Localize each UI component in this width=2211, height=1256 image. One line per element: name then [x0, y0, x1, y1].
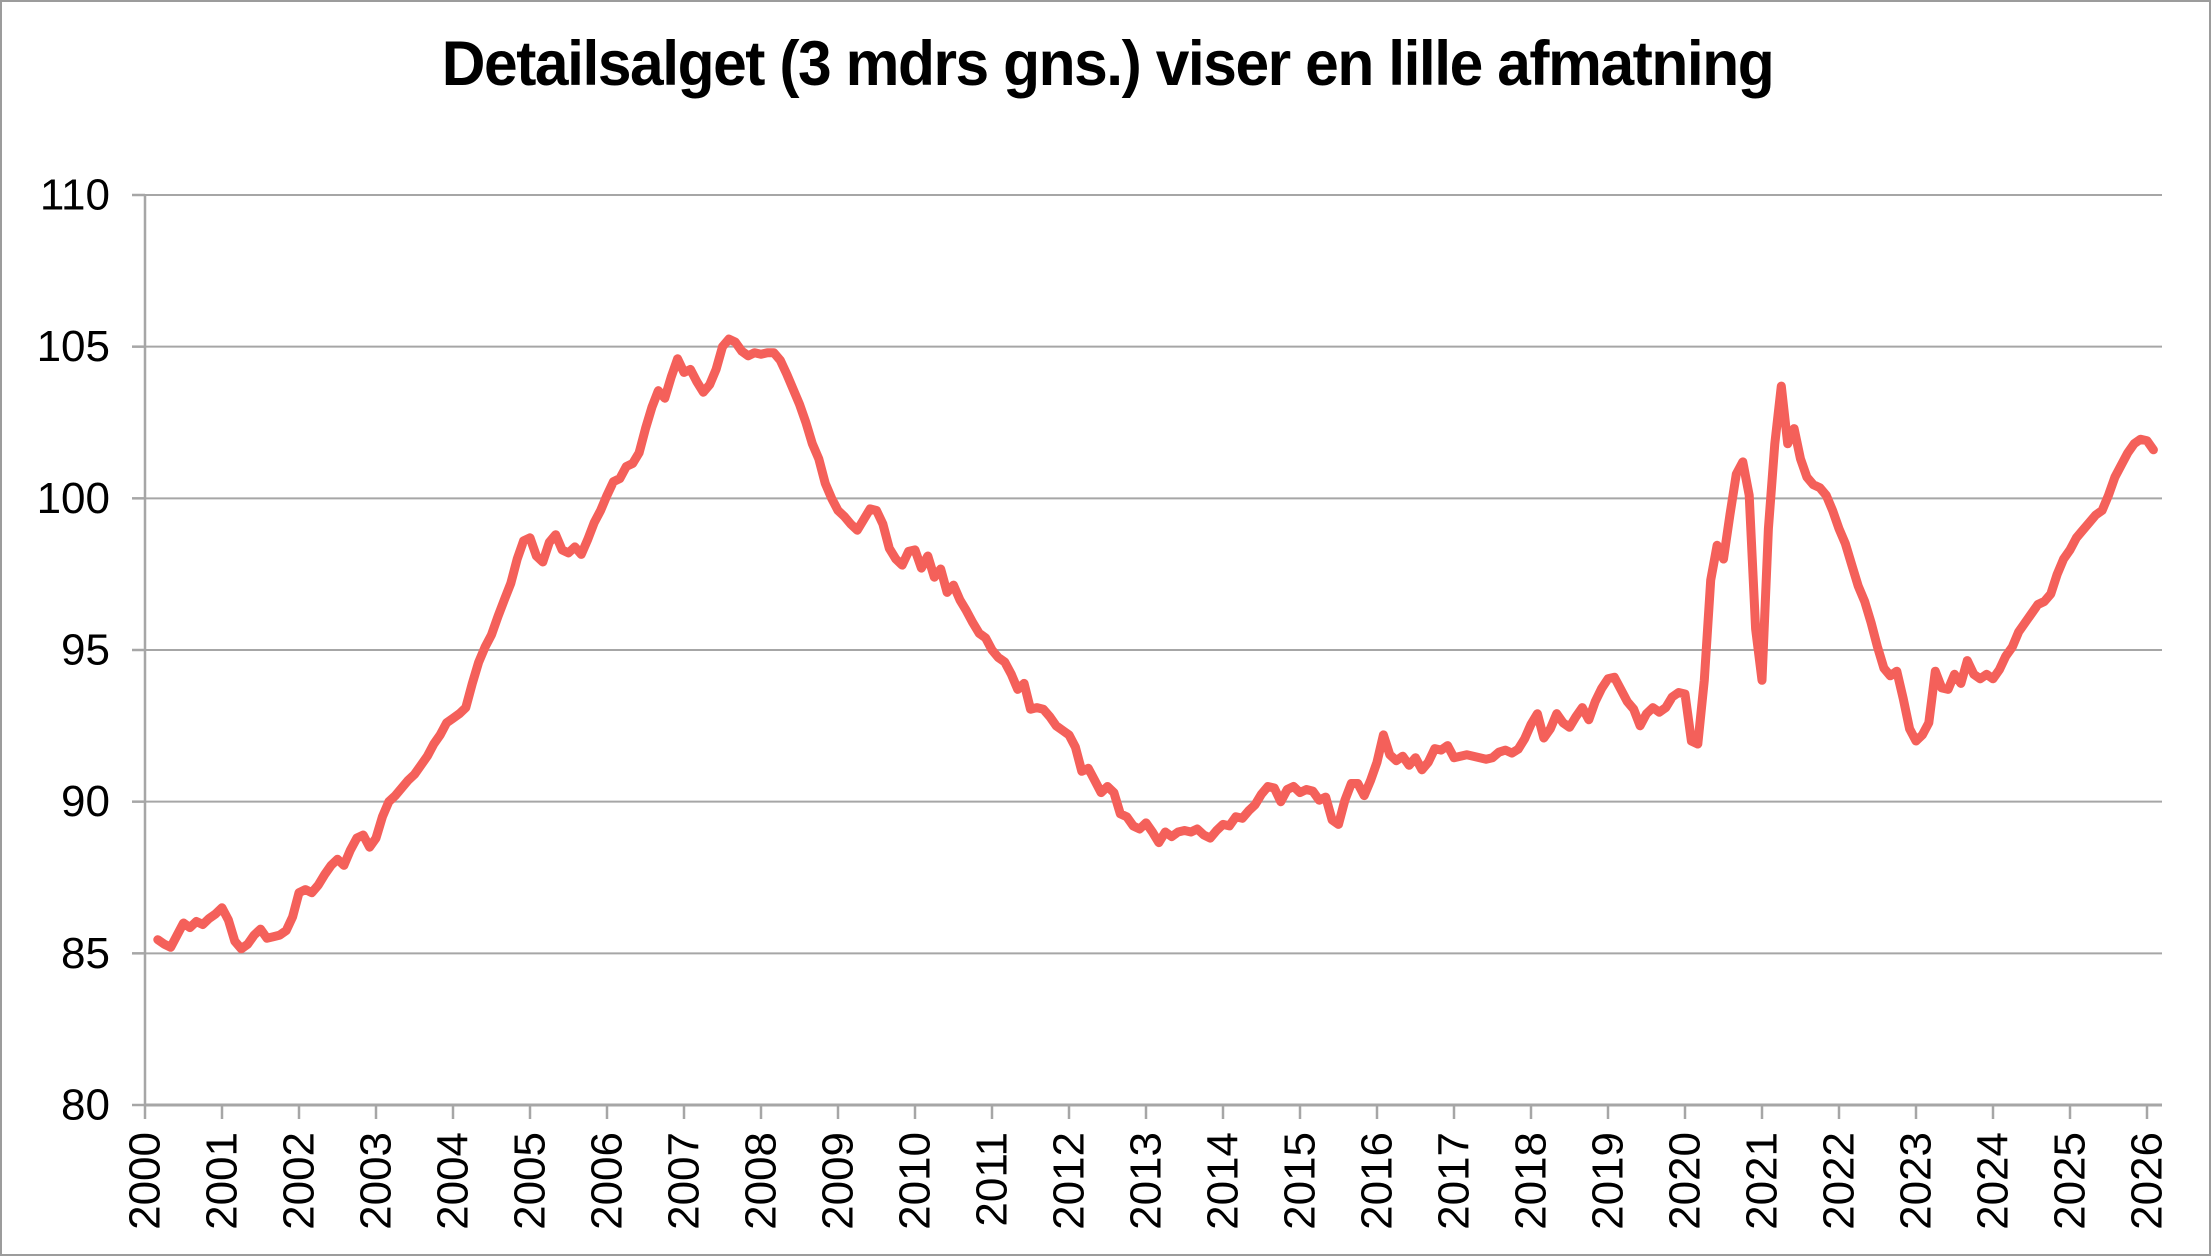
x-axis-labels: 2000 2001 2002 2003 2004 2005 2006 2007 2008 2009…: [121, 1132, 2172, 1230]
retail-sales-line: [153, 334, 2158, 954]
x-axis-tick-label: 2026: [2123, 1132, 2172, 1230]
y-axis-tick-label: 85: [61, 929, 110, 978]
x-axis-tick-label: 2010: [891, 1132, 940, 1230]
gridlines: [145, 194, 2162, 1106]
x-axis-tick-label: 2014: [1199, 1132, 1248, 1230]
x-axis-tick-label: 2013: [1122, 1132, 1171, 1230]
x-axis-tick-label: 2016: [1353, 1132, 1402, 1230]
y-axis-tick-label: 100: [37, 474, 110, 523]
x-axis-tick-label: 2011: [968, 1132, 1017, 1227]
y-axis-tick-label: 110: [40, 171, 110, 220]
y-axis-tick-label: 80: [61, 1081, 110, 1130]
x-axis-tick-label: 2022: [1815, 1132, 1864, 1230]
x-axis-tick-label: 2008: [737, 1132, 786, 1230]
chart-title: Detailsalget (3 mdrs gns.) viser en lill…: [441, 29, 1775, 99]
x-axis-tick-label: 2002: [275, 1132, 324, 1230]
x-axis-tick-label: 2023: [1892, 1132, 1941, 1230]
x-axis-tick-label: 2007: [660, 1132, 709, 1230]
x-axis-tick-label: 2017: [1430, 1132, 1479, 1230]
x-axis-tick-label: 2015: [1276, 1132, 1325, 1230]
y-axis-tick-label: 90: [61, 777, 110, 826]
x-axis-tick-label: 2009: [814, 1132, 863, 1230]
x-axis-tick-label: 2018: [1507, 1132, 1556, 1230]
y-axis-tick-label: 105: [37, 322, 110, 371]
x-axis-tick-label: 2000: [121, 1132, 170, 1230]
data-series: [153, 334, 2158, 954]
x-axis-tick-label: 2003: [352, 1132, 401, 1230]
y-axis-labels: 80 85 90 95 100 105 110: [37, 171, 110, 1130]
x-axis-tick-label: 2020: [1661, 1132, 1710, 1230]
x-axis-tick-label: 2021: [1738, 1132, 1787, 1230]
axes: [132, 193, 2162, 1119]
x-axis-tick-label: 2019: [1584, 1132, 1633, 1230]
x-axis-tick-label: 2006: [583, 1132, 632, 1230]
x-axis-tick-label: 2025: [2046, 1132, 2095, 1230]
x-axis-tick-label: 2024: [1969, 1132, 2018, 1230]
x-axis-tick-label: 2001: [198, 1132, 247, 1230]
x-axis-tick-label: 2012: [1045, 1132, 1094, 1230]
x-axis-tick-label: 2005: [506, 1132, 555, 1230]
x-axis-tick-label: 2004: [429, 1132, 478, 1230]
y-axis-tick-label: 95: [61, 626, 110, 675]
